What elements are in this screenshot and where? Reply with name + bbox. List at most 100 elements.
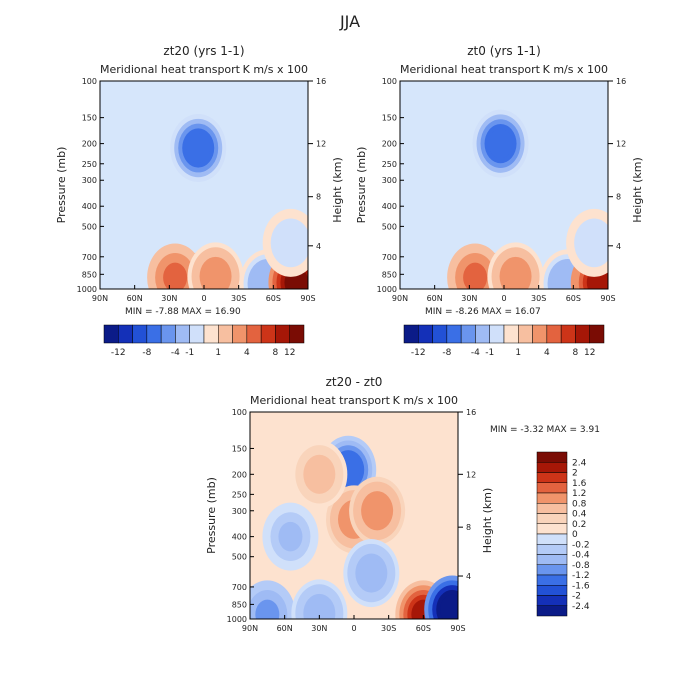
colorbar-swatch	[536, 462, 568, 473]
contour-zt20-0-4	[186, 133, 211, 163]
colorbar-swatch	[189, 324, 205, 344]
colorbar-swatch	[560, 324, 576, 344]
y2-tick-label: 12	[466, 470, 476, 479]
chart-zt20: zt20 (yrs 1-1) Meridional heat transport K…	[55, 44, 344, 317]
colorbar-label: -0.4	[572, 551, 590, 561]
panel-subtitle-left: Meridional heat transport	[100, 63, 241, 76]
colorbar-label: 8	[573, 348, 579, 358]
colorbar-swatch	[536, 503, 568, 514]
colorbar-swatch	[489, 324, 505, 344]
y-axis-label: Pressure (mb)	[355, 147, 368, 224]
y2-tick-label: 4	[316, 242, 321, 251]
y-tick-label: 100	[82, 77, 97, 86]
contour-zt0-2-4	[463, 262, 488, 289]
colorbar-swatch	[275, 324, 290, 344]
y-tick-label: 200	[82, 140, 97, 149]
y-tick-label: 500	[232, 553, 247, 562]
y-axis-label: Pressure (mb)	[205, 477, 218, 554]
panel-subtitle-right: K m/s x 100	[393, 394, 458, 407]
colorbar-label: -4	[171, 348, 180, 358]
colorbar-swatch	[432, 324, 448, 344]
x-tick-label: 90S	[300, 294, 315, 303]
y-tick-label: 100	[382, 77, 397, 86]
contour-difference-9-4	[307, 459, 332, 490]
contour-zt0-6-4	[582, 228, 607, 258]
colorbars: -12 -8 -4 -1 1 4 8 12 -12 -8 -4 -1 1 4 8 122.421.61.20.…	[103, 324, 605, 617]
colorbar-swatch	[260, 324, 276, 344]
colorbar-swatch	[160, 324, 176, 344]
y2-tick-label: 16	[616, 77, 626, 86]
min-max-readout: MIN = -3.32 MAX = 3.91	[490, 425, 600, 435]
panel-subtitle-left: Meridional heat transport	[250, 394, 391, 407]
y2-tick-label: 16	[466, 408, 476, 417]
y2-tick-label: 8	[466, 523, 471, 532]
colorbar-swatch	[418, 324, 433, 344]
colorbar-swatch	[218, 324, 233, 344]
x-tick-label: 0	[351, 624, 356, 633]
contour-difference-5-4	[440, 594, 458, 619]
colorbar-swatch	[118, 324, 133, 344]
colorbar-label: -8	[442, 348, 451, 358]
x-tick-label: 60N	[127, 294, 143, 303]
colorbar-swatch	[532, 324, 548, 344]
contour-difference-2-4	[365, 495, 390, 526]
x-tick-label: 60S	[566, 294, 581, 303]
y-tick-label: 250	[232, 490, 247, 499]
colorbar-swatch	[536, 595, 568, 606]
contour-difference-8-4	[278, 521, 303, 552]
y2-tick-label: 4	[466, 572, 471, 581]
y-tick-label: 300	[82, 176, 97, 185]
colorbar-label: 2.4	[572, 458, 587, 468]
contour-zt0-0-4	[488, 128, 513, 159]
colorbar-swatch	[536, 564, 568, 576]
y-tick-label: 100	[232, 408, 247, 417]
colorbar-label: -2.4	[572, 602, 590, 612]
colorbar-label: 12	[584, 348, 595, 358]
y-tick-label: 250	[82, 160, 97, 169]
x-tick-label: 0	[501, 294, 506, 303]
y2-tick-label: 4	[616, 242, 621, 251]
colorbar-label: -0.2	[572, 540, 590, 550]
contour-zt20-2-4	[163, 262, 188, 289]
y-tick-label: 400	[382, 202, 397, 211]
colorbar-swatch	[536, 523, 568, 535]
colorbar-swatch	[575, 324, 590, 344]
colorbar-swatch	[518, 324, 533, 344]
contour-difference-3-4	[359, 558, 384, 588]
min-max-readout: MIN = -7.88 MAX = 16.90	[125, 307, 241, 317]
colorbar-swatch	[536, 482, 568, 494]
colorbar-label: 2	[572, 469, 578, 479]
colorbar-label: 1	[215, 348, 221, 358]
x-tick-label: 60N	[277, 624, 293, 633]
x-tick-label: 60S	[266, 294, 281, 303]
colorbar-zt0: -12 -8 -4 -1 1 4 8 12	[403, 324, 605, 358]
colorbar-swatch	[146, 324, 162, 344]
y2-tick-label: 12	[316, 140, 326, 149]
x-tick-label: 90N	[92, 294, 108, 303]
x-tick-label: 30S	[381, 624, 396, 633]
contour-difference-7-4	[307, 598, 332, 619]
y-tick-label: 200	[382, 140, 397, 149]
y-axis-label: Pressure (mb)	[55, 147, 68, 224]
colorbar-swatch	[536, 513, 568, 524]
x-tick-label: 0	[201, 294, 206, 303]
panel-title: zt20 - zt0	[326, 375, 383, 389]
y-tick-label: 400	[82, 202, 97, 211]
colorbar-zt20: -12 -8 -4 -1 1 4 8 12	[103, 324, 305, 358]
y-tick-label: 500	[82, 222, 97, 231]
y-tick-label: 1000	[377, 285, 397, 294]
colorbar-swatch	[536, 533, 568, 545]
y2-tick-label: 16	[316, 77, 326, 86]
x-tick-label: 60N	[427, 294, 443, 303]
y-tick-label: 500	[382, 222, 397, 231]
colorbar-swatch	[475, 324, 490, 344]
panel-title: zt20 (yrs 1-1)	[163, 44, 244, 58]
panel-subtitle-right: K m/s x 100	[543, 63, 608, 76]
colorbar-label: -8	[142, 348, 151, 358]
colorbar-label: 0	[572, 530, 578, 540]
colorbar-swatch	[460, 324, 476, 344]
x-tick-label: 30S	[531, 294, 546, 303]
colorbar-swatch	[503, 324, 519, 344]
y-tick-label: 200	[232, 470, 247, 479]
